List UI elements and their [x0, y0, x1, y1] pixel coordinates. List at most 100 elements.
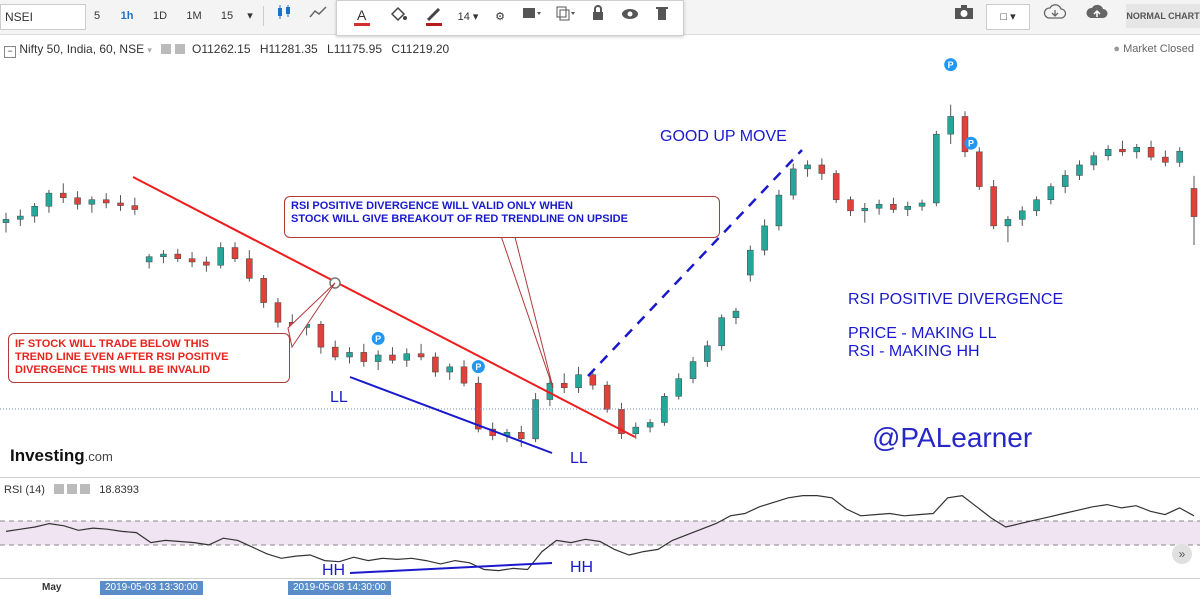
clone-icon[interactable]	[551, 5, 581, 29]
cloud-upload-icon[interactable]	[1080, 4, 1114, 28]
close-label: C	[391, 42, 401, 56]
candle-body	[117, 202, 124, 206]
candle-body	[274, 302, 282, 323]
candle-body	[1033, 199, 1040, 212]
event-marker-label: P	[968, 139, 974, 149]
candle-body	[518, 432, 525, 440]
fill-color-icon[interactable]	[383, 5, 413, 29]
open-label: O	[191, 42, 202, 56]
candle-body	[360, 352, 368, 362]
rsi-eye-icon[interactable]	[54, 484, 65, 494]
style-menu-icon[interactable]	[517, 5, 547, 29]
text-color-icon[interactable]: A	[347, 5, 377, 29]
high-value: 11281.35	[268, 42, 318, 56]
candle-body	[718, 317, 725, 347]
candle-body	[346, 352, 353, 358]
legend-dropdown-icon[interactable]: ▾	[147, 45, 152, 55]
low-value: 11175.95	[333, 42, 382, 56]
legend-settings-icon[interactable]	[174, 44, 185, 54]
candle-body	[389, 354, 396, 361]
interval-1m-button[interactable]: 1M	[186, 10, 202, 22]
low-label: L	[327, 42, 334, 56]
rsi-legend: RSI (14) 18.8393	[4, 484, 139, 496]
candle-body	[632, 426, 640, 434]
candle-body	[560, 382, 568, 389]
investing-logo: Investing.com	[10, 446, 113, 465]
candle-body	[575, 374, 582, 389]
event-marker-label: P	[475, 362, 481, 372]
candle-body	[1190, 188, 1198, 217]
candle-body	[17, 215, 24, 220]
candle-body	[1090, 155, 1098, 166]
line-color-icon[interactable]	[419, 5, 449, 29]
symbol-input[interactable]: NSEI	[0, 4, 86, 30]
event-marker-icon	[371, 331, 385, 345]
price-chart[interactable]: P P P P	[0, 35, 1200, 475]
market-status: ● Market Closed	[1113, 43, 1194, 55]
camera-icon[interactable]	[948, 4, 980, 28]
indicators-icon[interactable]	[304, 4, 332, 28]
open-value: 11262.15	[201, 42, 251, 56]
rsi-settings-icon[interactable]	[67, 484, 78, 494]
invalid-warning-callout: IF STOCK WILL TRADE BELOW THIS TREND LIN…	[8, 333, 290, 383]
font-size-select[interactable]: 14 ▾	[457, 11, 479, 23]
candles-icon[interactable]	[270, 4, 298, 28]
rsi-value: 18.8393	[99, 484, 139, 496]
scroll-to-end-icon[interactable]: »	[1172, 544, 1192, 564]
candle-body	[875, 204, 883, 209]
watermark-handle: @PALearner	[872, 422, 1033, 453]
candle-body	[188, 258, 196, 263]
interval-15-button[interactable]: 15	[220, 10, 234, 22]
projected-move-line	[587, 149, 803, 377]
rsi-making-hh-label: RSI - MAKING HH	[848, 343, 980, 360]
settings-gear-icon[interactable]: ⚙	[495, 11, 505, 23]
candle-body	[961, 116, 969, 153]
rsi-label: RSI (14)	[4, 484, 45, 496]
candle-body	[646, 422, 654, 428]
candle-body	[317, 323, 325, 348]
visibility-eye-icon[interactable]	[617, 5, 643, 29]
event-marker-icon	[944, 58, 958, 72]
candle-body	[947, 116, 954, 135]
candle-body	[1047, 186, 1055, 200]
interval-5-button[interactable]: 5	[93, 10, 101, 22]
candle-body	[675, 378, 682, 397]
candle-body	[990, 186, 997, 227]
candle-body	[31, 205, 38, 217]
candle-body	[661, 396, 668, 423]
candle-body	[131, 205, 139, 210]
x-axis-date-marker-1: 2019-05-03 13:30:00	[100, 581, 203, 595]
price-legend: − Nifty 50, India, 60, NSE ▾ O11262.15 H…	[4, 42, 449, 58]
candle-body	[174, 253, 182, 259]
lock-icon[interactable]	[585, 5, 611, 29]
candle-body	[761, 225, 768, 251]
rsi-close-icon[interactable]	[80, 484, 91, 494]
event-marker-label: P	[375, 334, 381, 344]
candle-body	[60, 192, 67, 198]
ll-label-second: LL	[570, 450, 588, 467]
cloud-download-icon[interactable]	[1038, 4, 1072, 28]
candle-body	[1004, 219, 1012, 227]
interval-dropdown-icon[interactable]: ▾	[247, 10, 253, 22]
candle-body	[1104, 148, 1112, 157]
candle-body	[2, 219, 10, 223]
candle-body	[1076, 164, 1083, 176]
trash-icon[interactable]	[649, 5, 675, 29]
color-picker-dropdown[interactable]: □ ▾	[986, 4, 1030, 30]
candle-body	[976, 151, 983, 187]
candle-body	[460, 366, 468, 384]
interval-1h-button[interactable]: 1h	[120, 10, 134, 22]
rsi-chart[interactable]	[0, 478, 1200, 578]
collapse-icon[interactable]: −	[4, 46, 16, 58]
high-label: H	[259, 42, 269, 56]
normal-chart-button[interactable]: NORMAL CHART	[1126, 4, 1200, 28]
close-value: 11219.20	[400, 42, 450, 56]
legend-eye-icon[interactable]	[161, 44, 172, 54]
svg-text:A: A	[357, 7, 367, 23]
candle-body	[1176, 150, 1183, 163]
candle-body	[818, 164, 826, 174]
candle-body	[246, 258, 253, 279]
candle-body	[747, 249, 754, 276]
interval-1d-button[interactable]: 1D	[152, 10, 168, 22]
candle-body	[689, 361, 697, 379]
